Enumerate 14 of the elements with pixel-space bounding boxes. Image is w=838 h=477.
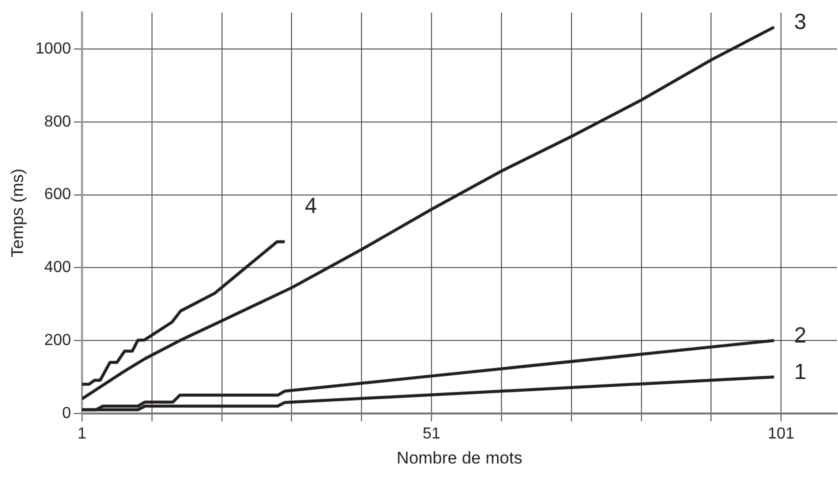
y-tick-label: 600	[44, 186, 72, 204]
y-tick-label: 800	[44, 113, 72, 130]
y-tick-label: 400	[44, 259, 72, 276]
y-tick-label: 0	[62, 404, 72, 422]
y-tick-label: 1000	[35, 40, 72, 58]
y-tick-label: 200	[44, 332, 72, 349]
series-label: 1	[794, 359, 806, 384]
y-axis-title: Temps (ms)	[8, 168, 27, 258]
series-label: 4	[304, 192, 317, 218]
series-label: 3	[794, 9, 806, 34]
x-axis-title: Nombre de mots	[396, 448, 522, 468]
x-tick-label: 51	[422, 425, 441, 442]
x-tick-label: 1	[78, 425, 87, 442]
x-tick-label: 101	[768, 425, 795, 442]
